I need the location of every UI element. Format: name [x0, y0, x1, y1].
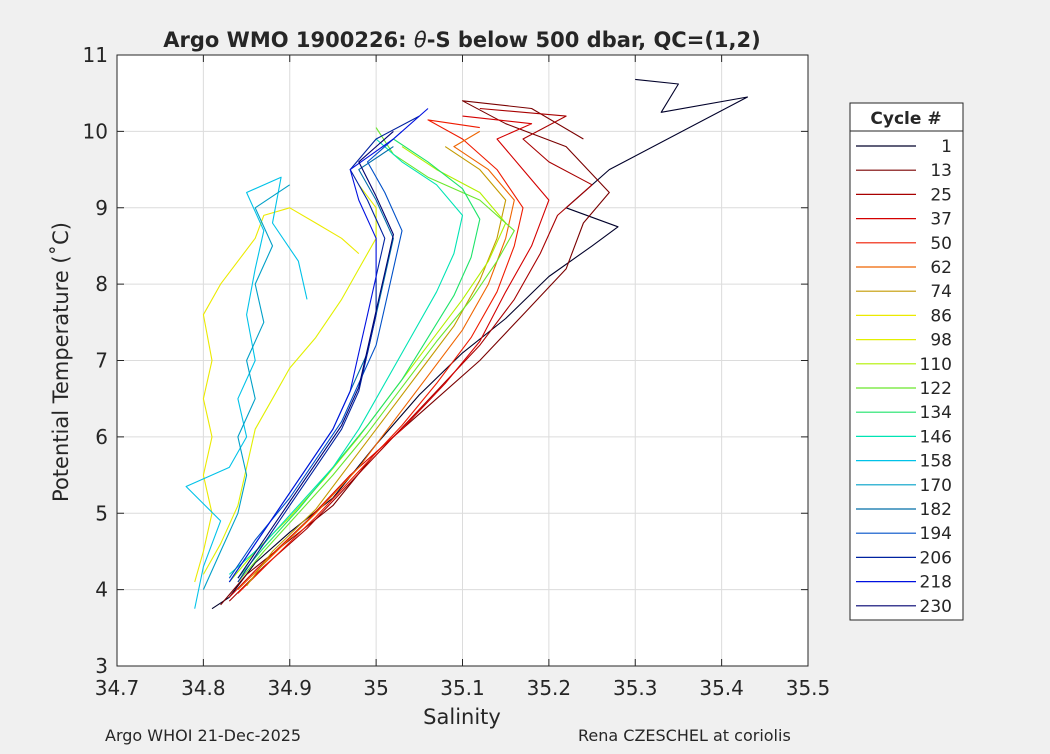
series-line-cycle-194 [228, 130, 403, 579]
y-tick-label: 10 [83, 119, 108, 143]
legend-entry-label: 182 [920, 500, 952, 520]
x-tick-label: 35.5 [786, 676, 831, 700]
x-tick-label: 35.3 [613, 676, 658, 700]
series-line-cycle-13 [220, 100, 610, 606]
y-tick-label: 5 [95, 501, 108, 525]
series-line-cycle-37 [228, 115, 550, 598]
title-rest: -S below 500 dbar, QC=(1,2) [427, 28, 761, 52]
chart-title: Argo WMO 1900226: θ-S below 500 dbar, QC… [163, 28, 760, 52]
legend-entry-label: 86 [930, 306, 952, 326]
series-line-cycle-25 [228, 107, 593, 602]
series-line-cycle-1 [211, 78, 749, 610]
legend-entry-label: 146 [920, 427, 952, 447]
series-line-cycle-122 [237, 127, 515, 583]
title-main: Argo WMO 1900226: [163, 28, 414, 52]
x-tick-label: 35.4 [699, 676, 744, 700]
series-line-cycle-74 [246, 146, 507, 587]
series-line-cycle-134 [237, 138, 481, 579]
series-line-cycle-86 [194, 207, 360, 583]
y-tick-label: 11 [83, 43, 108, 67]
legend-entry-label: 98 [930, 331, 952, 351]
legend-entry-label: 25 [930, 185, 952, 205]
y-tick-label: 4 [95, 578, 108, 602]
footer-left: Argo WHOI 21-Dec-2025 [105, 726, 301, 745]
y-tick-label: 7 [95, 349, 108, 373]
legend-entries: 1 13 25 37 50 62 74 86 98 110 122 134 146 158 170 182 19… [856, 137, 952, 617]
series-line-cycle-110 [228, 146, 507, 583]
legend-entry-label: 134 [920, 403, 952, 423]
x-axis-label: Salinity [423, 705, 501, 729]
series-line-cycle-50 [237, 119, 524, 594]
legend-entry-label: 62 [930, 258, 952, 278]
x-tick-label: 35.2 [527, 676, 572, 700]
y-tick-label: 3 [95, 654, 108, 678]
legend-entry-label: 194 [920, 524, 952, 544]
legend: Cycle # 1 13 25 37 50 62 74 86 98 110 122 134 146 158… [849, 102, 964, 621]
legend-entry-label: 13 [930, 161, 952, 181]
legend-title: Cycle # [870, 109, 941, 129]
x-tick-label: 34.7 [95, 676, 140, 700]
legend-entry-label: 158 [920, 452, 952, 472]
legend-entry-label: 122 [920, 379, 952, 399]
footer-right: Rena CZESCHEL at coriolis [578, 726, 791, 745]
series-line-cycle-158 [185, 176, 308, 609]
legend-box [849, 102, 964, 621]
y-axis-label: Potential Temperature (˚C) [49, 222, 73, 502]
legend-entry-label: 170 [920, 476, 952, 496]
legend-entry-label: 50 [930, 234, 952, 254]
series-line-cycle-170 [202, 184, 291, 590]
title-theta: θ [414, 28, 427, 52]
series-line-cycle-146 [228, 138, 464, 575]
legend-entry-label: 1 [941, 137, 952, 157]
x-tick-label: 35.1 [440, 676, 485, 700]
series-line-cycle-218 [228, 108, 429, 583]
series-line-cycle-62 [237, 130, 515, 590]
series-line-cycle-206 [237, 115, 420, 583]
x-tick-label: 35 [363, 676, 388, 700]
legend-entry-label: 74 [930, 282, 952, 302]
ticks: 34.7 34.8 34.9 35 35.1 35.2 35.3 35.4 35.5 3 4 5 6 7 8… [83, 43, 831, 700]
series-line-cycle-230 [237, 130, 394, 579]
y-tick-label: 8 [95, 272, 108, 296]
x-tick-label: 34.9 [267, 676, 312, 700]
legend-entry-label: 206 [920, 548, 952, 568]
y-tick-label: 6 [95, 425, 108, 449]
legend-entry-label: 230 [920, 597, 952, 617]
legend-entry-label: 110 [920, 355, 952, 375]
legend-entry-label: 218 [920, 573, 952, 593]
x-tick-label: 34.8 [181, 676, 226, 700]
series-layer [185, 78, 749, 610]
legend-entry-label: 37 [930, 210, 952, 230]
y-tick-label: 9 [95, 196, 108, 220]
